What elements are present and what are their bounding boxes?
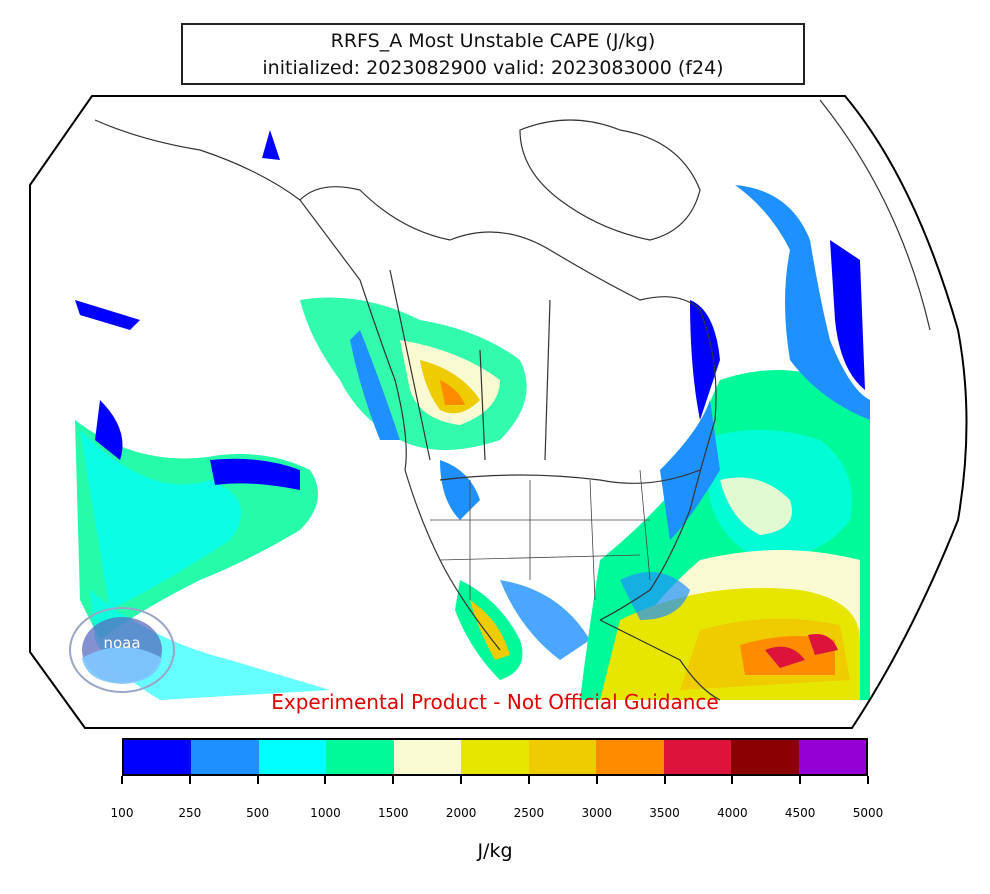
colorbar-segment-3 [326,740,394,774]
colorbar-segment-2 [258,740,327,774]
title-line-2: initialized: 2023082900 valid: 202308300… [262,57,724,79]
noaa-seal-icon: noaa [68,606,176,698]
colorbar-tick-mark [324,776,327,784]
colorbar-tick-label: 500 [246,806,270,820]
colorbar-tick-mark [121,776,123,784]
colorbar-segment-7 [596,740,664,774]
colorbar-segment-5 [461,740,529,774]
state-borders [430,469,651,601]
colorbar-tick-label: 5000 [852,806,884,820]
colorbar-tick-mark [256,776,259,784]
colorbar-tick-label: 1500 [377,806,409,820]
colorbar-tick-label: 3500 [649,806,680,820]
noaa-logo-text: noaa [103,634,140,652]
colorbar-segment-0 [124,740,192,774]
colorbar-tick-mark [663,776,666,784]
colorbar-segment-9 [731,740,799,774]
colorbar-tick-label: 250 [178,806,202,820]
colorbar-tick-label: 2000 [445,806,477,820]
colorbar-tick-label: 2500 [513,806,545,820]
colorbar-segment-1 [191,740,259,774]
colorbar-unit-label: J/kg [477,840,513,862]
colorbar-tick-mark [867,776,869,784]
colorbar-tick-mark [392,776,395,784]
map-title: RRFS_A Most Unstable CAPE (J/kg) initial… [181,23,805,85]
colorbar-tick-mark [527,776,530,784]
colorbar-tick-mark [188,776,191,784]
colorbar-tick-mark [731,776,734,784]
colorbar [122,738,868,776]
colorbar-tick-mark [799,776,802,784]
colorbar-tick-label: 1000 [310,806,341,820]
colorbar-segment-6 [528,740,597,774]
colorbar-tick-label: 4000 [717,806,748,820]
colorbar-tick-mark [460,776,463,784]
experimental-warning: Experimental Product - Not Official Guid… [271,690,719,714]
colorbar-tick-label: 4500 [784,806,816,820]
colorbar-segment-8 [663,740,732,774]
colorbar-tick-mark [595,776,598,784]
colorbar-tick-label: 100 [110,806,134,820]
coastlines [94,99,931,701]
colorbar-tick-label: 3000 [581,806,612,820]
map-frame [29,95,968,729]
colorbar-segment-4 [393,740,462,774]
colorbar-segment-10 [798,740,866,774]
colorbar-ticks: 100 250 500 1000 1500 2000 2500 3000 3500 4000 450… [111,776,883,820]
title-line-1: RRFS_A Most Unstable CAPE (J/kg) [330,30,656,52]
